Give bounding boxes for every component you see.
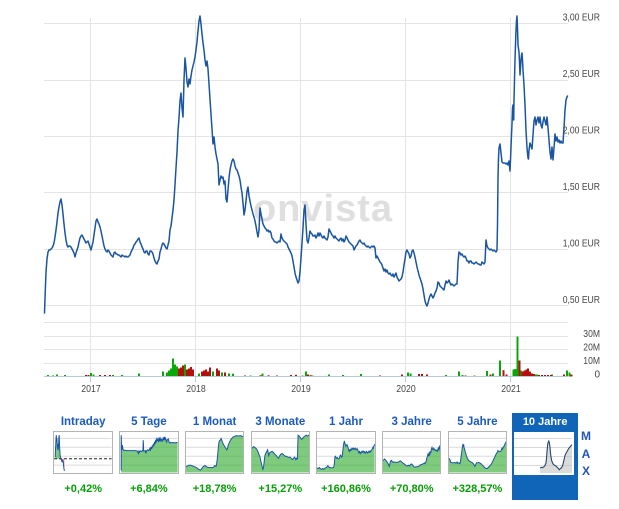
- svg-text:2018: 2018: [186, 384, 206, 395]
- svg-text:1,00 EUR: 1,00 EUR: [563, 239, 600, 250]
- svg-text:0,50 EUR: 0,50 EUR: [563, 295, 600, 306]
- svg-text:10M: 10M: [583, 356, 600, 367]
- svg-text:1,50 EUR: 1,50 EUR: [563, 182, 600, 193]
- svg-text:2021: 2021: [501, 384, 521, 395]
- svg-text:0: 0: [594, 370, 600, 381]
- svg-text:2020: 2020: [396, 384, 416, 395]
- svg-text:2019: 2019: [291, 384, 311, 395]
- svg-text:2017: 2017: [81, 384, 101, 395]
- svg-text:2,50 EUR: 2,50 EUR: [563, 69, 600, 80]
- svg-text:30M: 30M: [583, 329, 600, 340]
- svg-text:onvista: onvista: [253, 188, 393, 230]
- svg-text:2,00 EUR: 2,00 EUR: [563, 126, 600, 137]
- svg-text:3,00 EUR: 3,00 EUR: [563, 13, 600, 24]
- svg-text:20M: 20M: [583, 343, 600, 354]
